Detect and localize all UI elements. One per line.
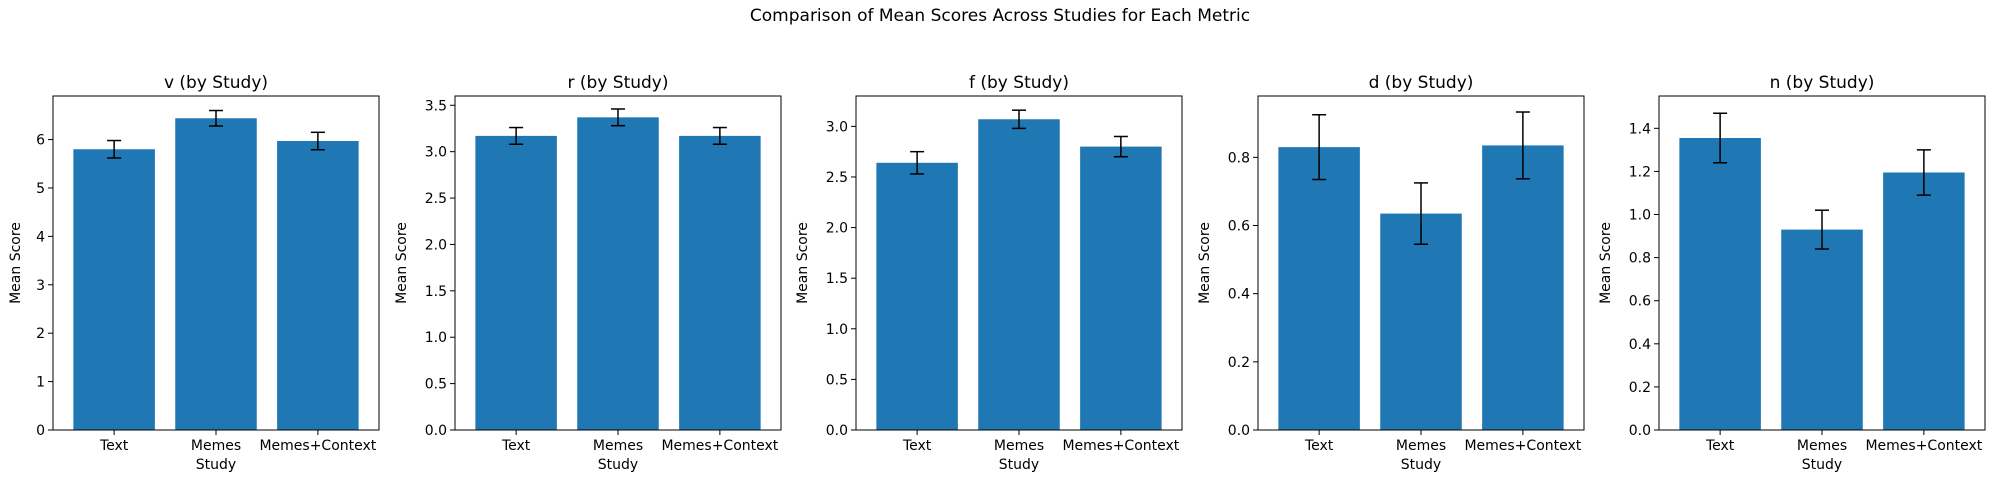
y-tick-label: 0.0 xyxy=(826,423,848,439)
x-tick-label: Memes xyxy=(1797,438,1847,454)
y-tick-label: 5 xyxy=(36,181,45,197)
y-tick-label: 2 xyxy=(36,326,45,342)
bar-memes xyxy=(1781,229,1863,430)
x-tick-label: Memes+Context xyxy=(259,438,376,454)
y-tick-label: 0.2 xyxy=(1228,355,1250,371)
x-tick-label: Text xyxy=(99,438,129,454)
panel-title: r (by Study) xyxy=(568,73,669,93)
y-tick-label: 1 xyxy=(36,375,45,391)
x-tick-label: Text xyxy=(501,438,531,454)
x-tick-label: Memes+Context xyxy=(1865,438,1982,454)
x-tick-label: Text xyxy=(902,438,932,454)
y-tick-label: 0.4 xyxy=(1228,287,1250,303)
y-tick-label: 1.0 xyxy=(425,330,447,346)
x-tick-label: Memes xyxy=(1396,438,1446,454)
x-tick-label: Memes xyxy=(994,438,1044,454)
y-tick-label: 0.5 xyxy=(425,377,447,393)
x-axis-label: Study xyxy=(196,457,236,473)
bar-memes-context xyxy=(1482,145,1564,430)
y-tick-label: 1.5 xyxy=(425,284,447,300)
bar-memes xyxy=(577,117,659,430)
x-axis-label: Study xyxy=(1802,457,1842,473)
x-axis-label: Study xyxy=(999,457,1039,473)
panel-title: f (by Study) xyxy=(969,73,1069,93)
y-axis-label: Mean Score xyxy=(1197,222,1213,304)
y-axis-label: Mean Score xyxy=(8,222,24,304)
y-tick-label: 0 xyxy=(36,423,45,439)
bar-text xyxy=(1679,138,1761,430)
y-tick-label: 1.4 xyxy=(1629,121,1651,137)
y-tick-label: 0.0 xyxy=(425,423,447,439)
bar-text xyxy=(1278,147,1360,431)
y-tick-label: 0.0 xyxy=(1228,423,1250,439)
y-tick-label: 0.8 xyxy=(1629,251,1651,267)
bar-memes-context xyxy=(277,141,359,430)
y-tick-label: 0.6 xyxy=(1228,219,1250,235)
x-tick-label: Memes xyxy=(593,438,643,454)
figure-title: Comparison of Mean Scores Across Studies… xyxy=(749,6,1251,26)
bar-text xyxy=(73,149,155,430)
y-tick-label: 1.0 xyxy=(826,322,848,338)
y-tick-label: 6 xyxy=(36,133,45,149)
x-axis-label: Study xyxy=(1401,457,1441,473)
panel-title: d (by Study) xyxy=(1369,73,1474,93)
y-tick-label: 1.2 xyxy=(1629,164,1651,180)
y-tick-label: 0.4 xyxy=(1629,337,1651,353)
y-tick-label: 0.6 xyxy=(1629,294,1651,310)
bar-memes xyxy=(175,118,257,431)
y-tick-label: 3 xyxy=(36,278,45,294)
y-axis-label: Mean Score xyxy=(394,222,410,304)
y-tick-label: 0.2 xyxy=(1629,380,1651,396)
x-tick-label: Text xyxy=(1705,438,1735,454)
x-tick-label: Text xyxy=(1304,438,1334,454)
bar-memes xyxy=(1380,213,1462,430)
y-tick-label: 3.5 xyxy=(425,98,447,114)
x-tick-label: Memes+Context xyxy=(1464,438,1581,454)
bar-memes-context xyxy=(679,135,761,430)
y-tick-label: 2.5 xyxy=(425,191,447,207)
y-tick-label: 0.0 xyxy=(1629,423,1651,439)
y-tick-label: 2.0 xyxy=(425,237,447,253)
y-tick-label: 1.0 xyxy=(1629,208,1651,224)
x-tick-label: Memes+Context xyxy=(1062,438,1179,454)
y-tick-label: 4 xyxy=(36,229,45,245)
y-tick-label: 0.5 xyxy=(826,372,848,388)
bar-text xyxy=(475,135,557,430)
bar-text xyxy=(876,162,958,431)
y-tick-label: 2.0 xyxy=(826,221,848,237)
x-tick-label: Memes xyxy=(191,438,241,454)
y-tick-label: 0.8 xyxy=(1228,150,1250,166)
x-tick-label: Memes+Context xyxy=(661,438,778,454)
x-axis-label: Study xyxy=(598,457,638,473)
bar-memes-context xyxy=(1883,172,1965,431)
bar-memes-context xyxy=(1080,146,1162,430)
y-axis-label: Mean Score xyxy=(795,222,811,304)
y-axis-label: Mean Score xyxy=(1598,222,1614,304)
y-tick-label: 3.0 xyxy=(425,145,447,161)
y-tick-label: 1.5 xyxy=(826,271,848,287)
bar-memes xyxy=(978,119,1060,431)
panel-title: v (by Study) xyxy=(164,73,268,93)
y-tick-label: 3.0 xyxy=(826,119,848,135)
y-tick-label: 2.5 xyxy=(826,170,848,186)
panel-title: n (by Study) xyxy=(1770,73,1875,93)
